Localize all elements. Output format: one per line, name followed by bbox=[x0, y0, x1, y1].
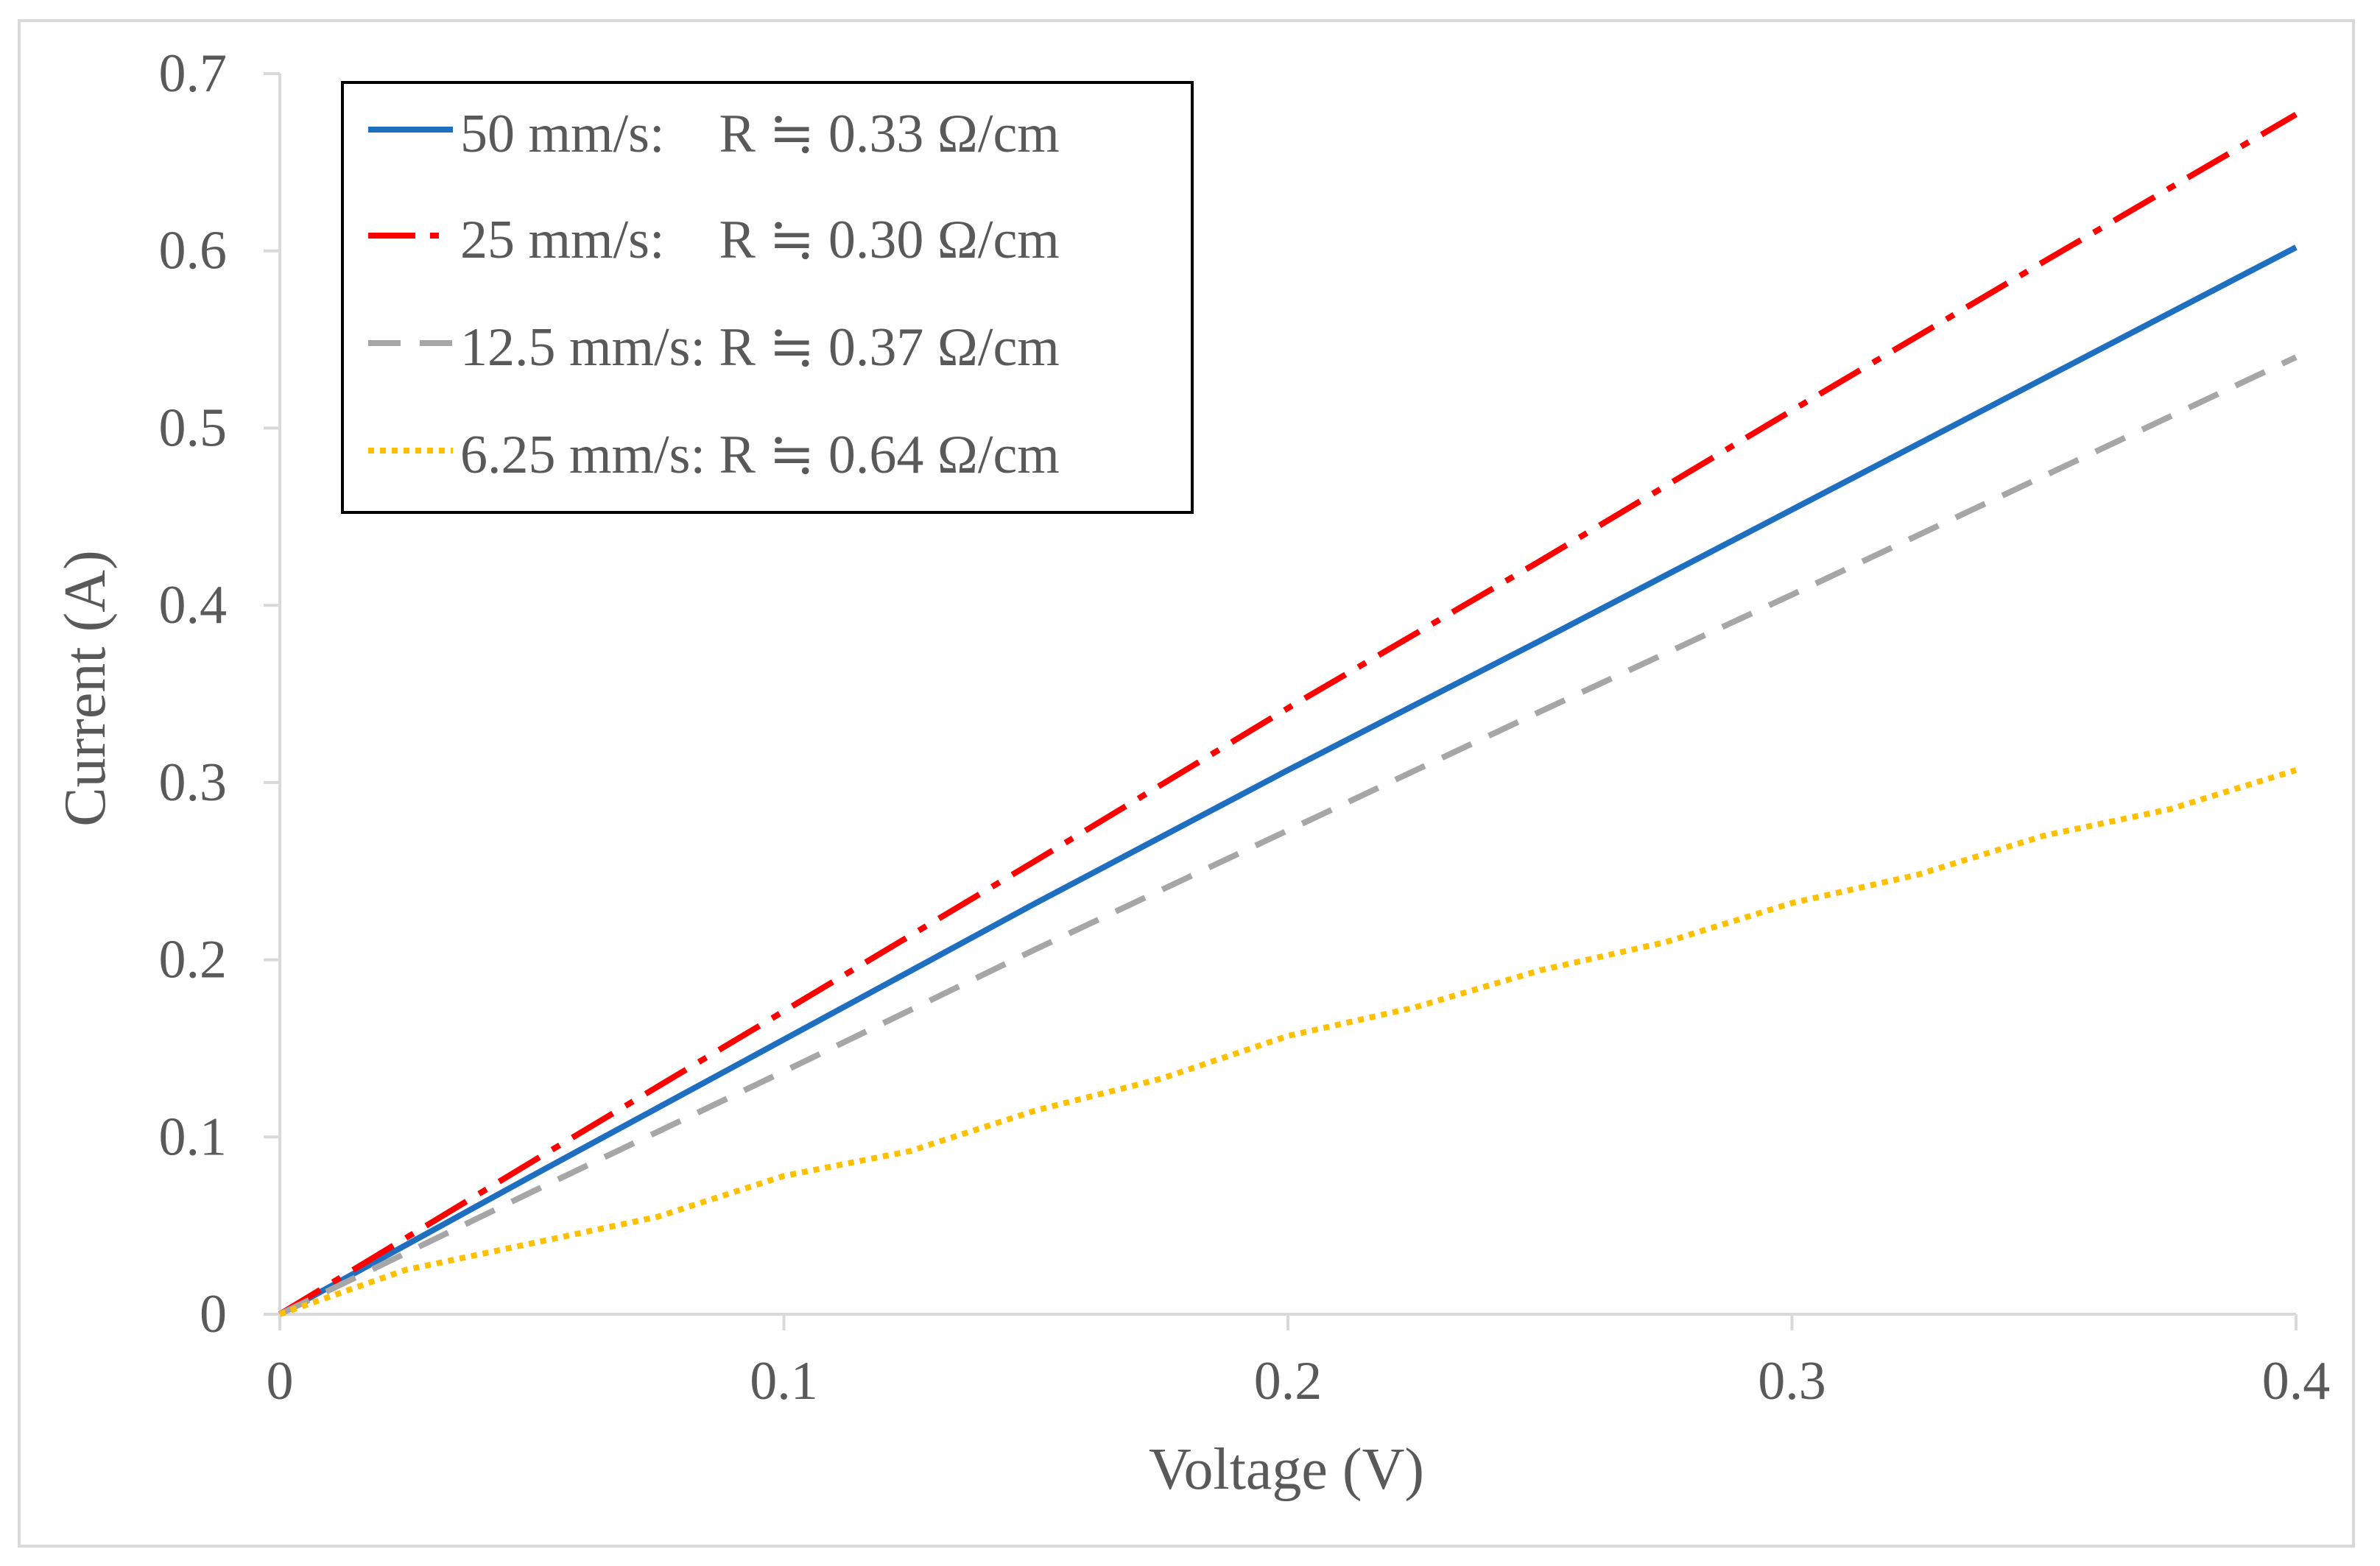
y-tick-label: 0.4 bbox=[159, 575, 228, 635]
series-line-25-mm-s bbox=[278, 111, 2298, 1317]
y-tick-label: 0.6 bbox=[159, 221, 228, 281]
y-tick-label: 0 bbox=[200, 1284, 227, 1344]
y-axis-label: Current (A) bbox=[53, 550, 118, 826]
series-lines bbox=[278, 111, 2298, 1317]
x-tick-label: 0.4 bbox=[2262, 1351, 2331, 1411]
legend-label: 25 mm/s: R ≒ 0.30 Ω/cm bbox=[460, 210, 1060, 270]
series-line-50-mm-s bbox=[278, 244, 2298, 1317]
legend: 50 mm/s: R ≒ 0.33 Ω/cm 25 mm/s: R ≒ 0.30 … bbox=[341, 81, 1194, 514]
legend-label: 6.25 mm/s: R ≒ 0.64 Ω/cm bbox=[460, 425, 1060, 485]
series-line-12-5-mm-s bbox=[278, 354, 2298, 1317]
axes: 0 0.1 0.2 0.3 0.4 0.5 0.6 0.7 0 0.1 0.2 0.3 0.4 bbox=[159, 43, 2331, 1411]
x-tick-label: 0.2 bbox=[1254, 1351, 1323, 1411]
x-tick-label: 0.1 bbox=[750, 1351, 818, 1411]
legend-label: 12.5 mm/s: R ≒ 0.37 Ω/cm bbox=[460, 317, 1060, 378]
y-tick-label: 0.1 bbox=[159, 1107, 228, 1167]
y-tick-label: 0.3 bbox=[159, 752, 228, 813]
x-tick-label: 0 bbox=[267, 1351, 294, 1411]
legend-label: 50 mm/s: R ≒ 0.33 Ω/cm bbox=[460, 104, 1060, 164]
x-axis-label: Voltage (V) bbox=[1149, 1437, 1424, 1502]
y-tick-label: 0.7 bbox=[159, 43, 228, 104]
legend-box bbox=[341, 81, 1194, 514]
y-tick-label: 0.2 bbox=[159, 930, 228, 990]
y-tick-label: 0.5 bbox=[159, 398, 228, 458]
x-tick-label: 0.3 bbox=[1758, 1351, 1826, 1411]
